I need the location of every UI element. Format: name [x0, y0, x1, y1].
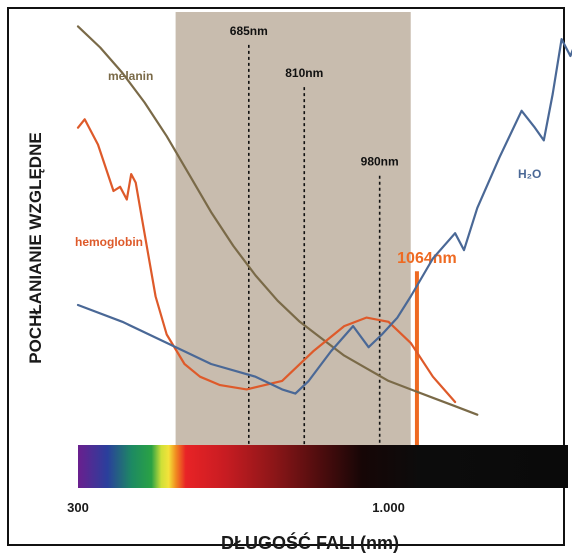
wavelength-markers: 685nm 810nm 980nm 1064nm	[230, 24, 457, 445]
series-line-hemoglobin	[76, 118, 457, 404]
spectrum-bar	[78, 445, 568, 488]
series-label-hemoglobin: hemoglobin	[75, 235, 143, 249]
marker-label-0: 685nm	[230, 24, 268, 38]
series-curves	[76, 25, 572, 416]
series-line-melanin	[76, 25, 479, 416]
x-tick-label-1: 1.000	[372, 500, 405, 515]
y-axis-title: POCHŁANIANIE WZGLĘDNE	[26, 132, 45, 363]
series-line-H2O	[76, 38, 572, 395]
marker-label-2: 980nm	[361, 155, 399, 169]
series-label-H2O: H₂O	[518, 167, 541, 181]
x-axis-ticks: 300 1.000	[67, 500, 405, 515]
series-labels: melanin hemoglobin H₂O	[75, 69, 541, 249]
x-tick-label-0: 300	[67, 500, 89, 515]
marker-label-3: 1064nm	[397, 250, 457, 267]
x-axis-title: DŁUGOŚĆ FALI (nm)	[221, 532, 399, 553]
shaded-band	[175, 12, 411, 445]
chart-border	[7, 7, 565, 546]
series-label-melanin: melanin	[108, 69, 153, 83]
marker-label-1: 810nm	[285, 66, 323, 80]
